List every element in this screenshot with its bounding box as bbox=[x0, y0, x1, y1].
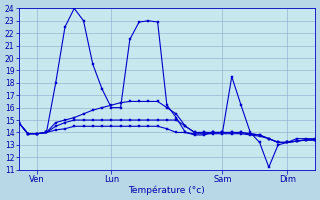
X-axis label: Température (°c): Température (°c) bbox=[129, 186, 205, 195]
